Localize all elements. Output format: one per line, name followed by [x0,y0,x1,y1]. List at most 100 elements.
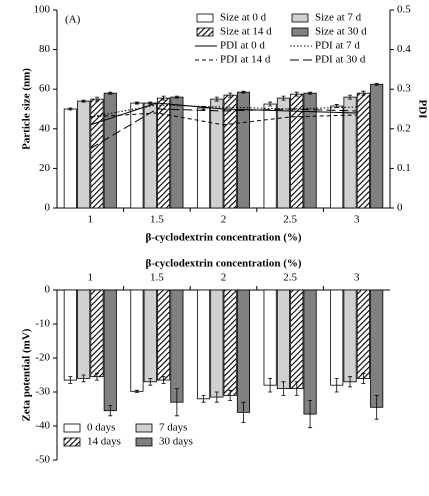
bar [330,289,344,386]
y2-tick-label: 0 [397,202,403,214]
error-bar [94,96,99,102]
x-tick-label: 3 [354,272,360,284]
bar [143,289,157,383]
bar [356,92,370,209]
legend-label: Size at 7 d [315,12,362,24]
error-bar [148,101,153,105]
error-bar [228,389,233,401]
bar [370,289,384,408]
legend-swatch [196,13,214,23]
error-bar [228,92,233,98]
pdi-line [90,108,357,150]
error-bar [268,101,273,107]
error-bar [68,376,73,384]
legend-label: PDI at 7 d [315,40,360,52]
bar [130,289,144,392]
bar [63,108,77,209]
bar [330,105,344,209]
error-bar [294,381,299,396]
error-bar [374,82,379,86]
error-bar [241,90,246,94]
bar [196,107,211,209]
legend-label: 14 days [87,436,121,448]
error-bar [281,381,286,396]
bar [236,289,251,413]
legend-label: PDI at 14 d [220,54,271,66]
x-tick-label: 3 [354,214,360,226]
legend-label: PDI at 0 d [220,40,265,52]
legend-label: PDI at 30 d [315,54,366,66]
y-tick-label: -40 [35,420,50,432]
legend-swatch [135,423,153,433]
bar [370,83,384,209]
y-tick-label: 80 [39,43,51,55]
legend-swatch [196,27,214,37]
y2-tick-label: 0.2 [397,122,411,134]
bar [210,289,224,398]
y2-axis-label: PDI [416,100,428,119]
legend-label: Size at 0 d [220,12,267,24]
error-bar [348,376,353,388]
bar [290,289,304,389]
x-tick-label: 1 [88,214,94,226]
error-bar [214,96,219,102]
y2-tick-label: 0.4 [397,43,411,55]
legend-label: Size at 30 d [315,26,367,38]
x-tick-label: 1.5 [150,214,164,226]
error-bar [81,374,86,383]
y-tick-label: 0 [45,284,51,296]
bar [263,289,277,386]
pdi-line [90,112,357,126]
error-bar [374,395,379,420]
bar [223,94,237,209]
error-bar [81,99,86,103]
error-bar [148,378,153,386]
error-bar [241,401,246,423]
error-bar [68,107,73,111]
x-tick-label: 2.5 [283,214,297,226]
y2-tick-label: 0.1 [397,162,411,174]
panel-label: (A) [65,14,81,26]
error-bar [174,95,179,99]
y-tick-label: 40 [39,122,51,134]
legend-swatch [291,13,309,23]
error-bar [214,391,219,403]
bar [103,92,117,209]
bar [276,289,290,389]
y-tick-label: -50 [35,454,50,466]
y-tick-label: -20 [35,352,50,364]
y-tick-label: -10 [35,318,50,330]
bar [156,289,171,381]
bar [210,98,224,209]
y-tick-label: 20 [39,162,51,174]
error-bar [348,94,353,100]
legend-label: 30 days [159,436,193,448]
error-bar [161,95,166,101]
bar [170,289,184,403]
bar [303,289,317,415]
error-bar [361,90,366,96]
error-bar [108,405,113,417]
x-axis-label: β-cyclodextrin concentration (%) [145,232,301,244]
bar [77,289,91,379]
error-bar [294,91,299,97]
x-tick-label: 1 [88,272,94,284]
bar [63,289,77,381]
legend-label: 0 days [87,422,115,434]
legend-swatch [291,27,309,37]
bar [276,97,290,209]
error-bar [174,388,179,417]
legend-swatch [63,423,81,433]
y-tick-label: -30 [35,386,50,398]
error-bar [308,91,313,95]
error-bar [94,372,99,381]
pdi-line [90,104,357,118]
error-bar [281,95,286,101]
y-tick-label: 100 [34,4,51,16]
legend-label: Size at 14 d [220,26,272,38]
x-tick-label: 1.5 [150,272,164,284]
error-bar [334,378,339,393]
legend-swatch [63,437,81,447]
